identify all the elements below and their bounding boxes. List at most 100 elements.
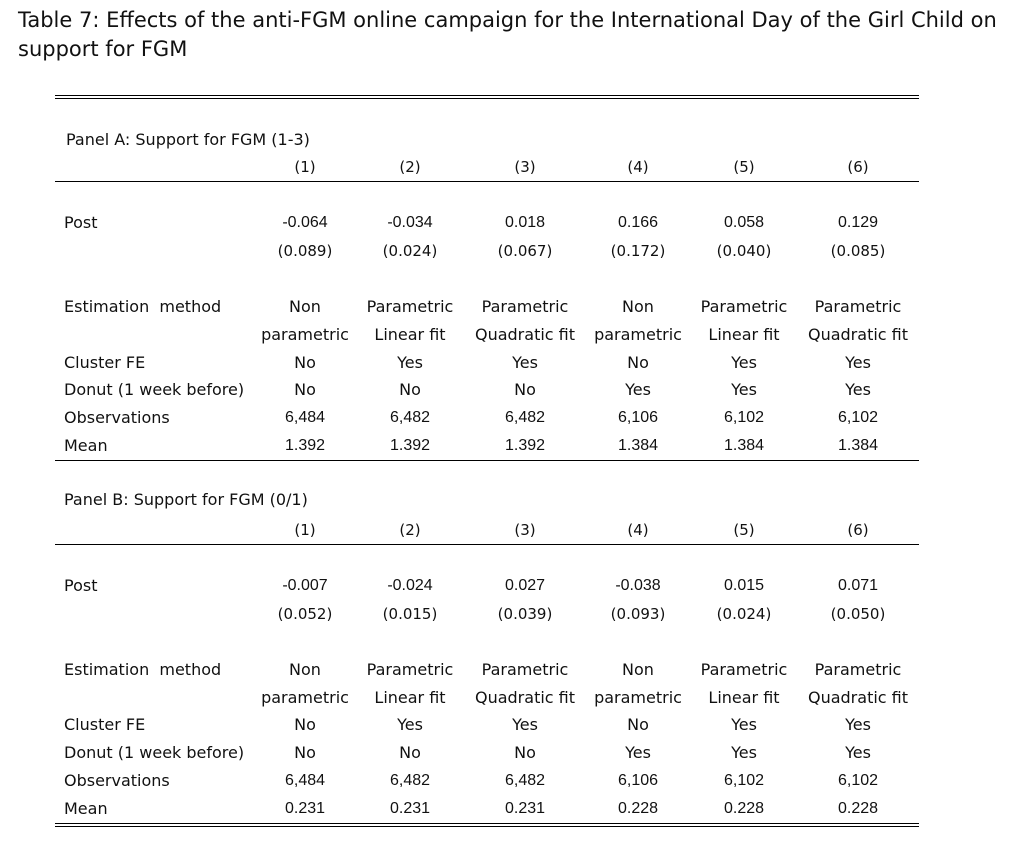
estimation-cell: Linear fit — [708, 325, 780, 344]
coef-cell: 0.166 — [617, 214, 659, 231]
column-header: (2) — [399, 158, 421, 176]
cluster-cell: No — [294, 715, 316, 734]
row-label: Donut (1 week before) — [64, 743, 245, 762]
estimation-cell: Parametric — [700, 660, 788, 679]
observations-cell: 6,484 — [284, 772, 326, 789]
observations-cell: 6,102 — [723, 772, 765, 789]
donut-cell: No — [294, 743, 316, 762]
cluster-cell: Yes — [845, 715, 871, 734]
column-header: (2) — [399, 521, 421, 539]
donut-cell: Yes — [845, 380, 871, 399]
observations-cell: 6,482 — [389, 772, 431, 789]
estimation-cell: Non — [622, 297, 654, 316]
panel-a-post-row: Post -0.064 -0.034 0.018 0.166 0.058 0.1… — [55, 211, 919, 235]
coef-cell: -0.034 — [387, 214, 433, 231]
estimation-cell: Parametric — [481, 297, 569, 316]
panel-a-header-rule — [55, 181, 919, 182]
se-cell: (0.050) — [830, 605, 886, 623]
estimation-cell: Non — [289, 660, 321, 679]
panel-a-mean-row: Mean 1.392 1.392 1.392 1.384 1.384 1.384 — [55, 434, 919, 458]
panel-a-donut-row: Donut (1 week before) No No No Yes Yes Y… — [55, 378, 919, 402]
column-header: (5) — [733, 521, 755, 539]
estimation-cell: Quadratic fit — [474, 325, 576, 344]
panel-b-estimation-row: Estimation method Non Parametric Paramet… — [55, 658, 919, 682]
panel-b-header-rule — [55, 544, 919, 545]
panel-b-column-headers: (1) (2) (3) (4) (5) (6) — [55, 518, 919, 542]
panel-a-bottom-rule — [55, 460, 919, 461]
mean-cell: 0.228 — [837, 800, 879, 817]
estimation-cell: Quadratic fit — [807, 325, 909, 344]
coef-cell: -0.064 — [282, 214, 328, 231]
se-cell: (0.024) — [716, 605, 772, 623]
panel-b-post-row: Post -0.007 -0.024 0.027 -0.038 0.015 0.… — [55, 574, 919, 598]
se-cell: (0.093) — [610, 605, 666, 623]
observations-cell: 6,482 — [389, 409, 431, 426]
column-header: (6) — [847, 521, 869, 539]
panel-a-se-row: (0.089) (0.024) (0.067) (0.172) (0.040) … — [55, 239, 919, 263]
observations-cell: 6,102 — [837, 772, 879, 789]
observations-cell: 6,106 — [617, 409, 659, 426]
donut-cell: No — [294, 380, 316, 399]
cluster-cell: Yes — [397, 353, 423, 372]
mean-cell: 1.392 — [284, 437, 326, 454]
observations-cell: 6,102 — [837, 409, 879, 426]
panel-a-estimation-row-2: parametric Linear fit Quadratic fit para… — [55, 323, 919, 347]
column-header: (3) — [514, 521, 536, 539]
estimation-cell: Parametric — [366, 297, 454, 316]
row-label: Observations — [64, 408, 170, 427]
column-header: (1) — [294, 521, 316, 539]
estimation-cell: Non — [622, 660, 654, 679]
row-label: Estimation method — [64, 660, 222, 679]
panel-a-cluster-row: Cluster FE No Yes Yes No Yes Yes — [55, 351, 919, 375]
mean-cell: 1.384 — [837, 437, 879, 454]
panel-a-label: Panel A: Support for FGM (1-3) — [66, 130, 310, 149]
se-cell: (0.052) — [277, 605, 333, 623]
estimation-cell: Parametric — [481, 660, 569, 679]
column-header: (4) — [627, 158, 649, 176]
coef-cell: 0.129 — [837, 214, 879, 231]
row-label: Cluster FE — [64, 715, 146, 734]
row-label: Mean — [64, 436, 108, 455]
donut-cell: Yes — [845, 743, 871, 762]
row-label: Post — [64, 576, 98, 595]
cluster-cell: Yes — [512, 715, 538, 734]
cluster-cell: Yes — [845, 353, 871, 372]
panel-b-estimation-row-2: parametric Linear fit Quadratic fit para… — [55, 686, 919, 710]
donut-cell: Yes — [625, 380, 651, 399]
column-header: (1) — [294, 158, 316, 176]
coef-cell: 0.015 — [723, 577, 765, 594]
coef-cell: 0.018 — [504, 214, 546, 231]
panel-a-observations-row: Observations 6,484 6,482 6,482 6,106 6,1… — [55, 406, 919, 430]
column-header: (4) — [627, 521, 649, 539]
estimation-cell: Quadratic fit — [807, 688, 909, 707]
column-header: (6) — [847, 158, 869, 176]
se-cell: (0.089) — [277, 242, 333, 260]
mean-cell: 0.231 — [504, 800, 546, 817]
estimation-cell: parametric — [594, 325, 682, 344]
row-label: Observations — [64, 771, 170, 790]
mean-cell: 0.228 — [723, 800, 765, 817]
estimation-cell: Parametric — [700, 297, 788, 316]
mean-cell: 1.384 — [723, 437, 765, 454]
row-label: Estimation method — [64, 297, 222, 316]
donut-cell: Yes — [731, 743, 757, 762]
cluster-cell: No — [627, 353, 649, 372]
estimation-cell: Linear fit — [708, 688, 780, 707]
cluster-cell: Yes — [731, 715, 757, 734]
cluster-cell: Yes — [512, 353, 538, 372]
panel-b-mean-row: Mean 0.231 0.231 0.231 0.228 0.228 0.228 — [55, 797, 919, 821]
donut-cell: No — [399, 743, 421, 762]
estimation-cell: Parametric — [814, 660, 902, 679]
mean-cell: 1.384 — [617, 437, 659, 454]
donut-cell: No — [514, 380, 536, 399]
se-cell: (0.085) — [830, 242, 886, 260]
estimation-cell: parametric — [261, 688, 349, 707]
column-header: (3) — [514, 158, 536, 176]
column-header: (5) — [733, 158, 755, 176]
observations-cell: 6,482 — [504, 409, 546, 426]
panel-b-donut-row: Donut (1 week before) No No No Yes Yes Y… — [55, 741, 919, 765]
coef-cell: 0.027 — [504, 577, 546, 594]
estimation-cell: parametric — [261, 325, 349, 344]
table-title: Table 7: Effects of the anti-FGM online … — [18, 8, 997, 61]
mean-cell: 1.392 — [504, 437, 546, 454]
